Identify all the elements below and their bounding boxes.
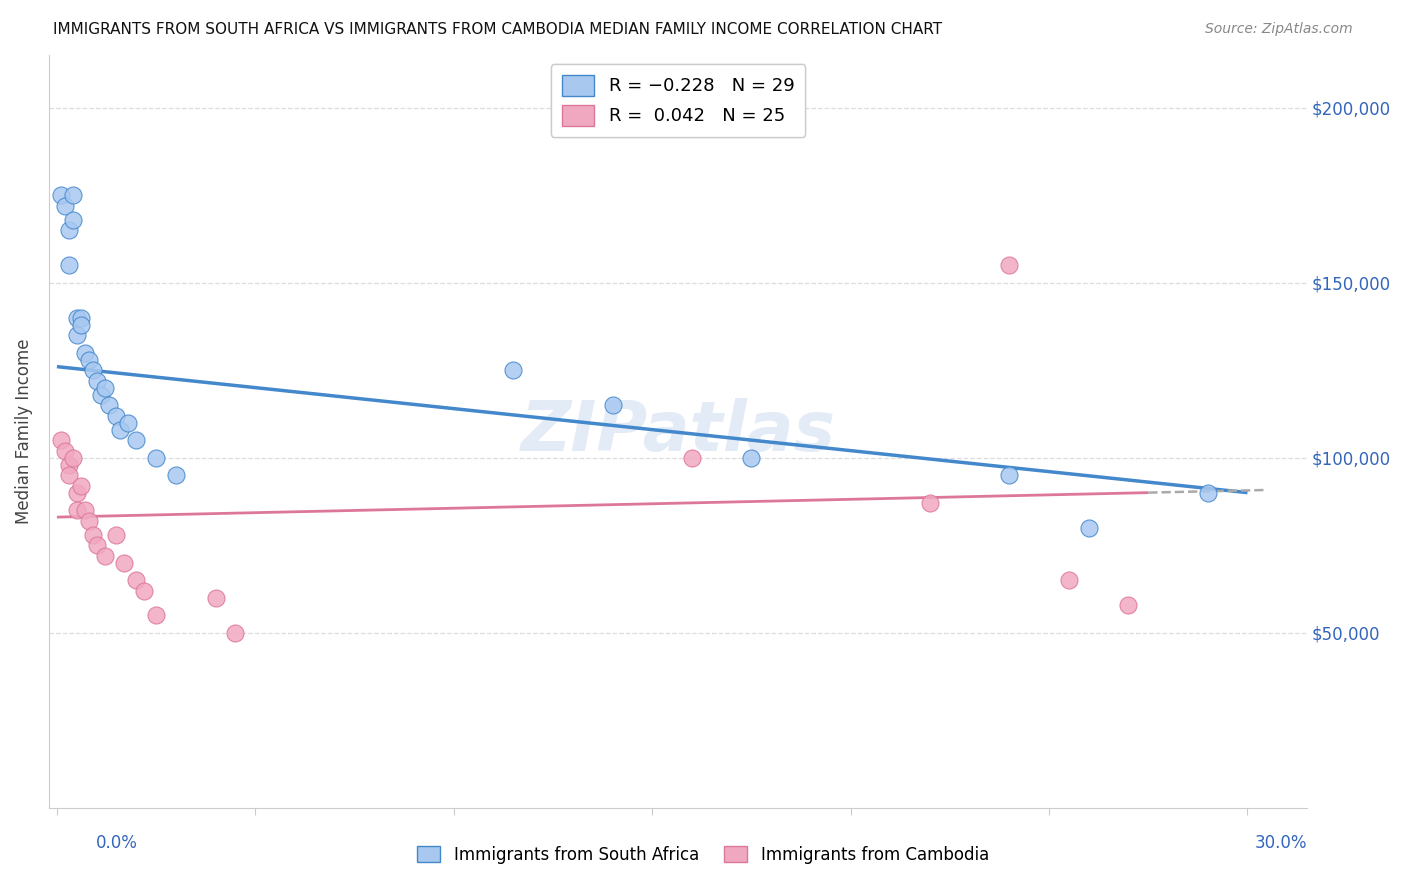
Point: [53, 199, 76, 213]
Point: [77, 514, 100, 528]
Point: [125, 433, 148, 447]
Point: [998, 468, 1021, 483]
Point: [58, 258, 80, 272]
Point: [1118, 598, 1140, 612]
Point: [62, 450, 84, 465]
Point: [69, 310, 91, 325]
Point: [69, 318, 91, 332]
Point: [681, 450, 703, 465]
Point: [73, 503, 96, 517]
Point: [69, 478, 91, 492]
Point: [58, 468, 80, 483]
Text: IMMIGRANTS FROM SOUTH AFRICA VS IMMIGRANTS FROM CAMBODIA MEDIAN FAMILY INCOME CO: IMMIGRANTS FROM SOUTH AFRICA VS IMMIGRAN…: [53, 22, 942, 37]
Point: [1077, 521, 1099, 535]
Point: [49, 433, 72, 447]
Point: [58, 223, 80, 237]
Point: [62, 188, 84, 202]
Point: [49, 188, 72, 202]
Legend: Immigrants from South Africa, Immigrants from Cambodia: Immigrants from South Africa, Immigrants…: [411, 839, 995, 871]
Point: [112, 556, 135, 570]
Point: [62, 212, 84, 227]
Point: [93, 549, 115, 563]
Text: Source: ZipAtlas.com: Source: ZipAtlas.com: [1205, 22, 1353, 37]
Point: [86, 374, 108, 388]
Point: [90, 387, 112, 401]
Point: [117, 416, 139, 430]
Point: [1057, 573, 1080, 587]
Point: [740, 450, 762, 465]
Point: [82, 363, 104, 377]
Point: [77, 352, 100, 367]
Point: [82, 527, 104, 541]
Point: [918, 496, 941, 510]
Point: [1197, 485, 1219, 500]
Point: [66, 310, 89, 325]
Point: [110, 423, 132, 437]
Point: [998, 258, 1021, 272]
Point: [145, 608, 167, 623]
Point: [58, 458, 80, 472]
Point: [73, 345, 96, 359]
Point: [502, 363, 524, 377]
Point: [66, 503, 89, 517]
Point: [66, 485, 89, 500]
Text: 0.0%: 0.0%: [96, 834, 138, 852]
Point: [97, 398, 120, 412]
Legend: R = −0.228   N = 29, R =  0.042   N = 25: R = −0.228 N = 29, R = 0.042 N = 25: [551, 64, 806, 136]
Point: [53, 443, 76, 458]
Point: [105, 527, 128, 541]
Point: [204, 591, 226, 605]
Text: ZIPatlas: ZIPatlas: [520, 398, 835, 465]
Point: [134, 583, 156, 598]
Point: [224, 625, 246, 640]
Point: [93, 381, 115, 395]
Text: 30.0%: 30.0%: [1256, 834, 1308, 852]
Point: [105, 409, 128, 423]
Point: [66, 328, 89, 343]
Point: [602, 398, 624, 412]
Point: [165, 468, 187, 483]
Point: [86, 538, 108, 552]
Point: [125, 573, 148, 587]
Y-axis label: Median Family Income: Median Family Income: [15, 339, 32, 524]
Point: [145, 450, 167, 465]
